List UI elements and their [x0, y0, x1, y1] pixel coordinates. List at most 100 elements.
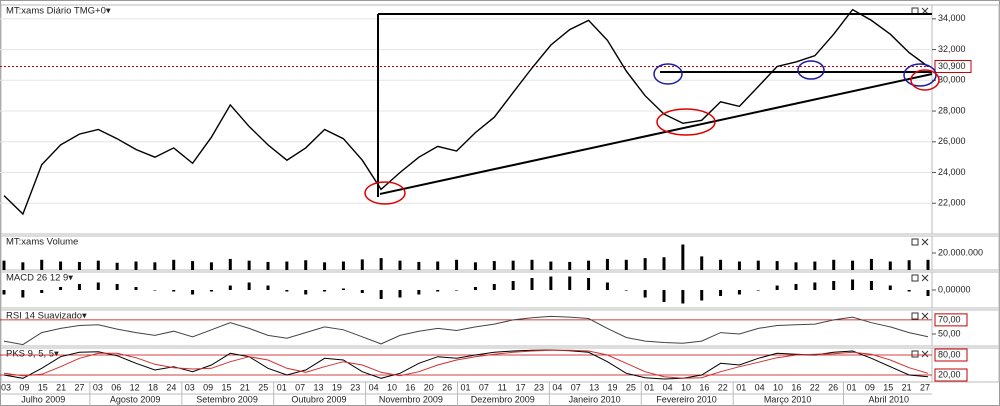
bar	[2, 290, 6, 295]
bar	[756, 260, 760, 270]
maximize-button[interactable]	[911, 312, 919, 320]
bar	[492, 261, 496, 270]
x-tick-label: 01	[736, 382, 746, 392]
bar	[455, 259, 459, 270]
x-tick-label: 01	[846, 382, 856, 392]
last-price-label: 30,900	[938, 61, 966, 71]
close-button[interactable]	[921, 238, 929, 246]
bar	[926, 290, 930, 296]
month-label: Dezembro 2009	[471, 394, 535, 404]
bar	[926, 259, 930, 270]
bar	[77, 284, 81, 290]
x-tick-label: 10	[387, 382, 397, 392]
bar	[624, 290, 628, 291]
bar	[172, 290, 176, 292]
maximize-button[interactable]	[911, 238, 919, 246]
line	[3, 349, 929, 379]
panel	[0, 4, 1000, 235]
bar	[813, 282, 817, 290]
x-tick-label: 22	[718, 382, 728, 392]
bar	[323, 290, 327, 292]
x-tick-label: 17	[516, 382, 526, 392]
bar	[549, 261, 553, 270]
bar	[719, 290, 723, 296]
bar	[455, 290, 459, 291]
bar	[907, 260, 911, 270]
bar	[341, 288, 345, 290]
x-tick-label: 04	[552, 382, 562, 392]
bar	[228, 258, 232, 270]
bar	[756, 290, 760, 291]
level-label: 70,00	[938, 314, 961, 324]
bar	[549, 276, 553, 290]
trend-line	[379, 73, 933, 195]
month-label: Outubro 2009	[291, 394, 346, 404]
x-tick-label: 27	[75, 382, 85, 392]
close-button[interactable]	[921, 312, 929, 320]
x-tick-label: 01	[460, 382, 470, 392]
bar	[228, 285, 232, 290]
bar	[247, 282, 251, 290]
close-button[interactable]	[921, 274, 929, 282]
x-tick-label: 09	[203, 382, 213, 392]
maximize-button[interactable]	[911, 350, 919, 358]
bar	[304, 260, 308, 270]
bar	[398, 290, 402, 298]
x-tick-label: 01	[644, 382, 654, 392]
bar	[59, 287, 63, 290]
bar	[59, 261, 63, 270]
bar	[851, 279, 855, 290]
y-tick-label: 20.000.000	[938, 247, 983, 257]
x-tick-label: 21	[902, 382, 912, 392]
panel	[0, 347, 1000, 383]
panel	[0, 235, 1000, 271]
bar	[511, 281, 515, 290]
bar	[794, 284, 798, 290]
bar	[832, 281, 836, 290]
bar	[624, 259, 628, 270]
bar	[379, 290, 383, 299]
month-label: Setembro 2009	[196, 394, 258, 404]
panel-title: MT:xams Volume	[6, 237, 78, 248]
bar	[304, 290, 308, 295]
level-label: 20,00	[938, 369, 961, 379]
bar	[134, 287, 138, 290]
panel-title: RSI 14 Suavizado▾	[6, 311, 87, 322]
level-box	[934, 348, 968, 362]
bar	[587, 260, 591, 270]
panel-title: MT:xams Diário TMG+0▾	[6, 6, 111, 17]
last-price-box	[934, 59, 972, 73]
x-tick-label: 03	[1, 382, 11, 392]
y-tick-label: 50,00	[938, 328, 961, 338]
circle	[656, 108, 716, 136]
bar	[605, 282, 609, 290]
month-label: Agosto 2009	[110, 394, 161, 404]
bar	[172, 259, 176, 270]
x-tick-label: 10	[681, 382, 691, 392]
x-tick-label: 21	[240, 382, 250, 392]
panel-title: MACD 26 12 9▾	[6, 273, 73, 284]
bar	[737, 261, 741, 270]
bar	[360, 259, 364, 270]
bar	[40, 259, 44, 270]
line	[3, 349, 929, 380]
bar	[473, 287, 477, 290]
bar	[643, 258, 647, 270]
x-tick-label: 16	[405, 382, 415, 392]
bar	[21, 262, 25, 270]
bar	[379, 258, 383, 270]
bar	[153, 262, 157, 270]
bar	[643, 290, 647, 298]
level-box	[934, 313, 968, 327]
bar	[417, 290, 421, 295]
bar	[153, 290, 157, 291]
bar	[587, 278, 591, 290]
x-tick-label: 10	[773, 382, 783, 392]
bar	[115, 284, 119, 290]
bar	[191, 290, 195, 295]
x-tick-label: 04	[369, 382, 379, 392]
close-button[interactable]	[921, 350, 929, 358]
bar	[96, 260, 100, 270]
x-tick-label: 27	[920, 382, 930, 392]
maximize-button[interactable]	[911, 274, 919, 282]
